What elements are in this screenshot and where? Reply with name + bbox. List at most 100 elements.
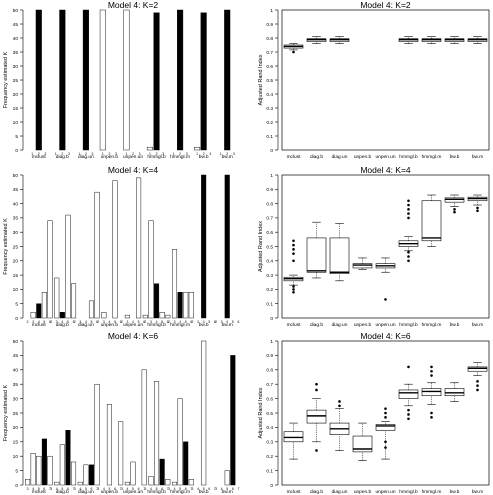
bar bbox=[94, 191, 100, 319]
bar bbox=[30, 453, 36, 486]
bar-k-label: 5 bbox=[156, 487, 158, 491]
group-unpen.un: unpen.un bbox=[375, 155, 395, 160]
bar bbox=[188, 479, 194, 486]
bar bbox=[123, 9, 130, 151]
bar-k-label: 2 bbox=[203, 152, 205, 156]
outlier-point bbox=[430, 416, 433, 419]
outlier-point bbox=[315, 388, 318, 392]
y-tick-label: 0.2 bbox=[266, 454, 273, 460]
y-tick-label: 0.5 bbox=[266, 78, 273, 84]
y-tick-label: 0.6 bbox=[266, 64, 273, 70]
bar-k-label: 4 bbox=[132, 320, 134, 324]
y-tick-label: 40 bbox=[13, 201, 19, 207]
category-label: unpen.un bbox=[123, 323, 143, 328]
outlier-point bbox=[476, 384, 479, 387]
bar-k-label: 3 bbox=[150, 320, 152, 324]
group-diag.b: diag.b2 3 4 5 6 bbox=[50, 214, 77, 328]
bar-k-label: 1 bbox=[78, 152, 80, 156]
outlier-point bbox=[453, 208, 456, 211]
y-tick-label: 1 bbox=[270, 339, 273, 345]
y-tick-label: 50 bbox=[13, 173, 19, 179]
bar-k-label: 2 bbox=[85, 152, 87, 156]
y-tick-label: 1 bbox=[270, 8, 273, 14]
box bbox=[283, 431, 304, 443]
y-axis: 0 5 10 15 20 25 30 35 40 45 50 bbox=[13, 339, 24, 489]
bar-k-label: 2 bbox=[50, 320, 52, 324]
y-tick-label: 25 bbox=[13, 411, 19, 417]
bar-k-label: 7 bbox=[96, 487, 98, 491]
bar bbox=[201, 174, 207, 319]
category-label: hmmgl.b bbox=[147, 322, 166, 328]
category-label: unpen.b bbox=[101, 154, 119, 160]
y-tick-label: 35 bbox=[13, 382, 19, 388]
category-label: mclust bbox=[32, 322, 47, 328]
bar bbox=[36, 455, 42, 486]
bar-k-label: 6 bbox=[185, 487, 187, 491]
category-label: bw.m bbox=[222, 489, 233, 495]
bar bbox=[94, 383, 100, 486]
group-hmmgl.b: hmmgl.b3 4 5 6 7 bbox=[144, 381, 171, 495]
bar-k-label: 3 bbox=[44, 152, 46, 156]
box bbox=[421, 200, 442, 242]
outlier-point bbox=[407, 255, 410, 258]
bar bbox=[200, 12, 207, 151]
y-axis: 0 0.1 0.2 0.3 0.4 0.5 0.6 0.7 0.8 0.9 1 bbox=[266, 8, 279, 154]
y-axis-label: Frequency estimated K bbox=[3, 51, 9, 108]
bar-k-label: 3 bbox=[27, 487, 29, 491]
bar-k-label: 5 bbox=[138, 320, 140, 324]
outlier-point bbox=[476, 380, 479, 383]
y-tick-label: 10 bbox=[13, 287, 19, 293]
outlier-point bbox=[292, 248, 295, 251]
category-label: mclust bbox=[287, 154, 302, 160]
group-hmmgl.b: hmmgl.b bbox=[398, 199, 419, 328]
bar-k-label: 3 bbox=[92, 152, 94, 156]
chart-panel-4: Model 4: K=6 Frequency estimated K 0 5 10 15 2… bbox=[3, 331, 239, 495]
y-tick-label: 5 bbox=[15, 134, 18, 140]
y-tick-label: 5 bbox=[15, 468, 18, 474]
group-diag.b: diag.b3 4 5 6 7 bbox=[50, 430, 77, 495]
bar-k-label: 1 bbox=[125, 152, 127, 156]
outlier-point bbox=[407, 203, 410, 207]
category-label: hmmgl.m bbox=[422, 322, 442, 328]
category-label: bw.b bbox=[199, 322, 209, 328]
bar bbox=[136, 177, 142, 319]
bar-k-label: 2 bbox=[61, 152, 63, 156]
y-tick-label: 10 bbox=[13, 120, 19, 126]
bar-k-label: 2 bbox=[144, 320, 146, 324]
y-tick-label: 0.1 bbox=[266, 468, 273, 474]
y-tick-label: 30 bbox=[13, 396, 19, 402]
bar-k-label: 5 bbox=[67, 320, 69, 324]
y-axis-label: Adjusted Rand Index bbox=[258, 387, 264, 438]
y-tick-label: 0.5 bbox=[266, 411, 273, 417]
box bbox=[421, 388, 442, 397]
group-hmmgl.m: hmmgl.m bbox=[421, 194, 442, 328]
bar bbox=[159, 312, 165, 319]
outlier-point bbox=[430, 411, 433, 415]
y-tick-label: 0.8 bbox=[266, 201, 273, 207]
bar bbox=[65, 430, 71, 486]
group-hmmgl.b: hmmgl.b bbox=[398, 36, 419, 160]
bar-k-label: 7 bbox=[237, 487, 239, 491]
group-unpen.b: unpen.b bbox=[354, 154, 372, 160]
bar-k-label: 3 bbox=[168, 487, 170, 491]
bar bbox=[35, 9, 42, 151]
y-tick-label: 20 bbox=[13, 92, 19, 98]
plot-frame bbox=[281, 340, 490, 486]
y-tick-label: 0.4 bbox=[266, 259, 273, 265]
y-tick-label: 0 bbox=[15, 316, 18, 322]
bar-k-label: 7 bbox=[120, 487, 122, 491]
bar bbox=[77, 481, 83, 486]
category-label: bw.b bbox=[450, 154, 460, 160]
group-bw.b: bw.b bbox=[444, 382, 465, 495]
bar-k-label: 1 bbox=[31, 152, 33, 156]
y-tick-label: 10 bbox=[13, 454, 19, 460]
category-label: mclust bbox=[287, 489, 302, 495]
chart-panel-1: Model 4: K=2 Adjusted Rand Index 0 0.1 0.2 0.… bbox=[258, 0, 490, 160]
outlier-point bbox=[315, 382, 318, 386]
category-label: diag.un bbox=[332, 489, 348, 495]
group-diag.un: diag.un bbox=[329, 36, 350, 160]
group-mclust: mclust bbox=[283, 422, 304, 495]
bar-k-label: 6 bbox=[161, 487, 163, 491]
